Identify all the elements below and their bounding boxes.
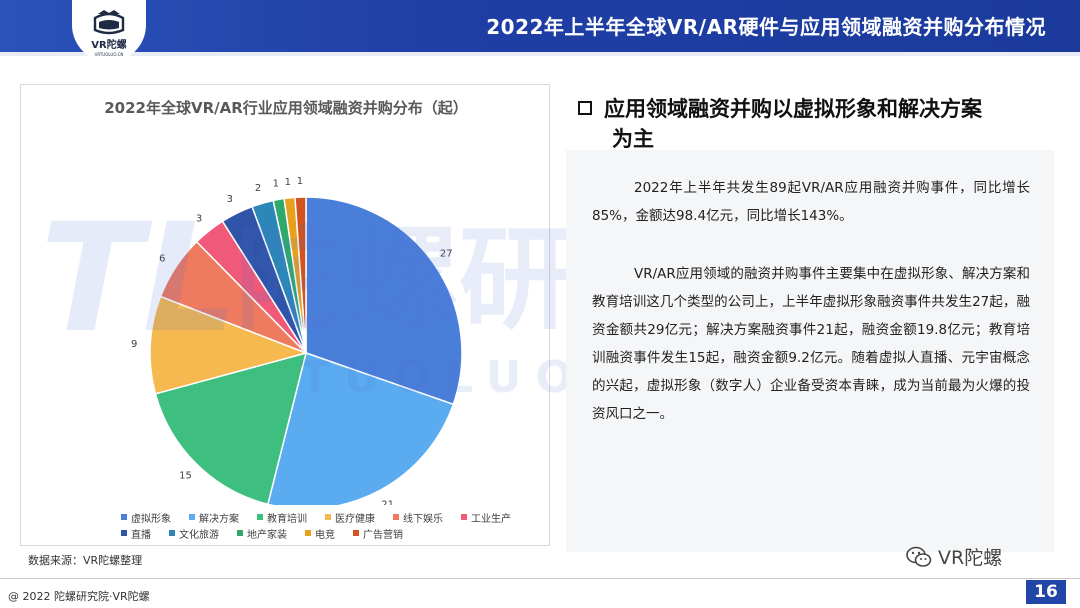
data-label-3: 15 — [179, 471, 192, 482]
legend-swatch — [237, 530, 243, 536]
heading-line-2: 为主 — [612, 127, 654, 151]
data-label-9: 1 — [273, 179, 279, 190]
heading-line-1: 应用领域融资并购以虚拟形象和解决方案 — [604, 97, 982, 121]
legend-label: 地产家装 — [247, 529, 287, 541]
legend-label: 医疗健康 — [335, 513, 375, 525]
legend-swatch — [305, 530, 311, 536]
legend-item: 虚拟形象 — [121, 510, 171, 525]
legend-row: 直播 文化旅游 地产家装 电竞 广告营销 — [121, 525, 501, 541]
legend-swatch — [169, 530, 175, 536]
legend-item: 广告营销 — [353, 526, 403, 541]
chart-card: 2022年全球VR/AR行业应用领域融资并购分布（起） 27 21 15 9 6 3 3 2 1… — [20, 84, 550, 546]
data-label-4: 9 — [131, 339, 137, 350]
legend-item: 直播 — [121, 526, 151, 541]
legend-swatch — [353, 530, 359, 536]
legend-label: 电竞 — [315, 529, 335, 541]
data-label-5: 6 — [159, 253, 165, 264]
legend-swatch — [461, 514, 467, 520]
legend-item: 电竞 — [305, 526, 335, 541]
paragraph-1-text: 2022年上半年共发生89起VR/AR应用融资并购事件，同比增长85%，金额达9… — [592, 180, 1030, 224]
pie-slice-4 — [149, 295, 309, 395]
logo-subtext: VRTUOLUO.CN — [95, 52, 124, 57]
legend-item: 工业生产 — [461, 510, 511, 525]
page-title: 2022年上半年全球VR/AR硬件与应用领域融资并购分布情况 — [486, 15, 1046, 39]
footer-divider — [0, 578, 1080, 579]
legend-swatch — [393, 514, 399, 520]
logo-text: VR陀螺 — [91, 38, 126, 51]
legend-label: 线下娱乐 — [403, 513, 443, 525]
copyright: @ 2022 陀螺研究院·VR陀螺 — [8, 590, 150, 603]
legend-item: 文化旅游 — [169, 526, 219, 541]
legend-swatch — [325, 514, 331, 520]
data-label-7: 3 — [227, 194, 233, 205]
section-heading: 应用领域融资并购以虚拟形象和解决方案 为主 — [578, 94, 1038, 154]
legend-item: 解决方案 — [189, 510, 239, 525]
header-band — [0, 0, 1080, 52]
chart-title: 2022年全球VR/AR行业应用领域融资并购分布（起） — [104, 99, 468, 117]
data-label-6: 3 — [196, 213, 202, 224]
header-stripe — [0, 52, 1080, 56]
chart-legend: 虚拟形象 解决方案 教育培训 医疗健康 线下娱乐 工业生产直播 文化旅游 地产家装 电竞 广告营销 — [121, 509, 511, 541]
legend-swatch — [121, 514, 127, 520]
paragraph-detail: VR/AR应用领域的融资并购事件主要集中在虚拟形象、解决方案和教育培训这几个类型… — [592, 260, 1030, 428]
checkbox-bullet-icon — [578, 101, 592, 115]
data-label-8: 2 — [255, 183, 261, 194]
pie-slice-1 — [305, 196, 463, 406]
legend-swatch — [257, 514, 263, 520]
page-number: 16 — [1026, 580, 1066, 604]
legend-item: 医疗健康 — [325, 510, 375, 525]
wechat-icon — [906, 546, 932, 567]
legend-label: 虚拟形象 — [131, 513, 171, 525]
data-label-10: 1 — [285, 177, 291, 188]
pie-slice-11 — [294, 196, 307, 354]
header-bar: VR陀螺 VRTUOLUO.CN 2022年上半年全球VR/AR硬件与应用领域融… — [0, 0, 1080, 62]
legend-label: 文化旅游 — [179, 529, 219, 541]
wechat-account: VR陀螺 — [906, 543, 1002, 570]
pie-slice-2 — [266, 352, 455, 505]
wechat-label: VR陀螺 — [938, 547, 1003, 569]
paragraph-2-text: VR/AR应用领域的融资并购事件主要集中在虚拟形象、解决方案和教育培训这几个类型… — [592, 266, 1030, 422]
legend-item: 地产家装 — [237, 526, 287, 541]
legend-label: 教育培训 — [267, 513, 307, 525]
legend-label: 工业生产 — [471, 513, 511, 525]
data-label-11: 1 — [297, 176, 303, 187]
legend-swatch — [189, 514, 195, 520]
paragraph-summary: 2022年上半年共发生89起VR/AR应用融资并购事件，同比增长85%，金额达9… — [592, 174, 1030, 230]
logo-badge: VR陀螺 VRTUOLUO.CN — [72, 0, 146, 62]
vr-helmet-logo-icon: VR陀螺 VRTUOLUO.CN — [91, 10, 127, 57]
legend-label: 解决方案 — [199, 513, 239, 525]
legend-label: 直播 — [131, 529, 151, 541]
legend-row: 虚拟形象 解决方案 教育培训 医疗健康 线下娱乐 工业生产 — [121, 509, 511, 525]
data-label-1: 27 — [440, 248, 453, 259]
data-label-2: 21 — [381, 499, 394, 505]
data-source-note: 数据来源：VR陀螺整理 — [28, 554, 143, 567]
text-panel-background — [566, 150, 1054, 552]
legend-swatch — [121, 530, 127, 536]
legend-item: 教育培训 — [257, 510, 307, 525]
legend-item: 线下娱乐 — [393, 510, 443, 525]
legend-label: 广告营销 — [363, 529, 403, 541]
pie-slice-3 — [154, 351, 308, 505]
